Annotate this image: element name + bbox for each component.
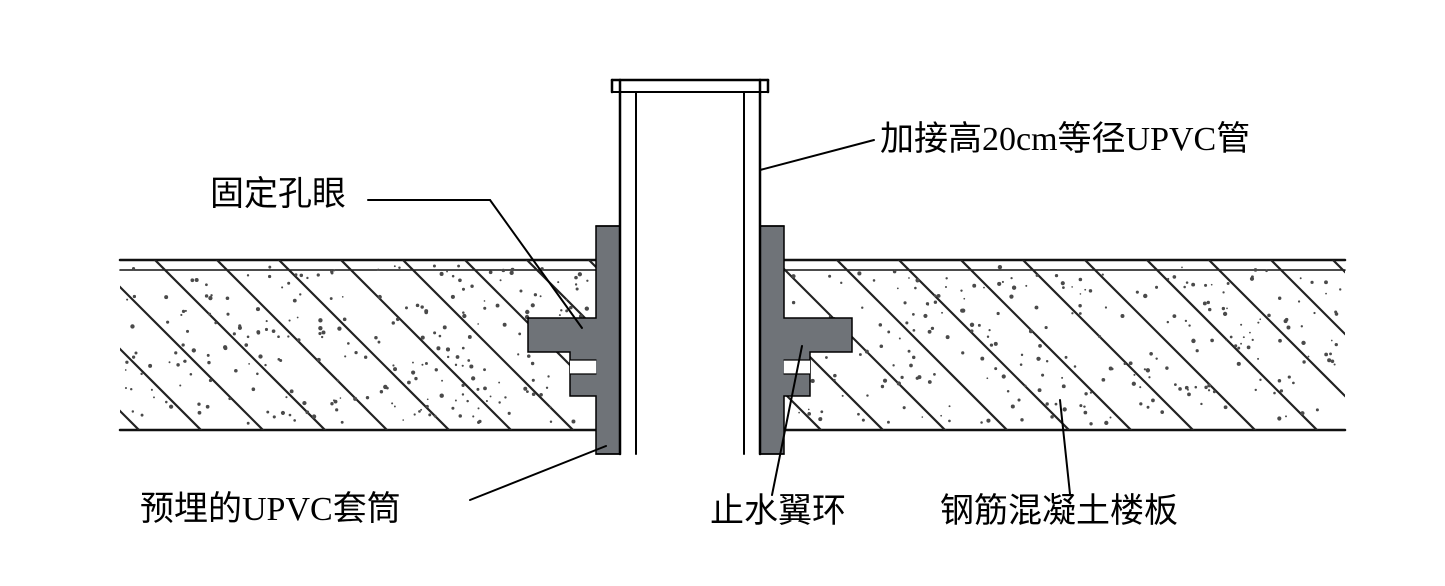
label-waterstop-ring: 止水翼环 — [710, 493, 846, 530]
diagram-svg: 加接高20cm等径UPVC管固定孔眼预埋的UPVC套筒 止水翼环 钢筋混凝土楼板 — [0, 0, 1445, 586]
label-fixing-hole: 固定孔眼 — [210, 175, 346, 213]
label-rc-slab: 钢筋混凝土楼板 — [940, 492, 1178, 530]
label-embedded-sleeve: 预埋的UPVC套筒 — [140, 490, 401, 528]
label-upvc-extension: 加接高20cm等径UPVC管 — [880, 120, 1250, 158]
